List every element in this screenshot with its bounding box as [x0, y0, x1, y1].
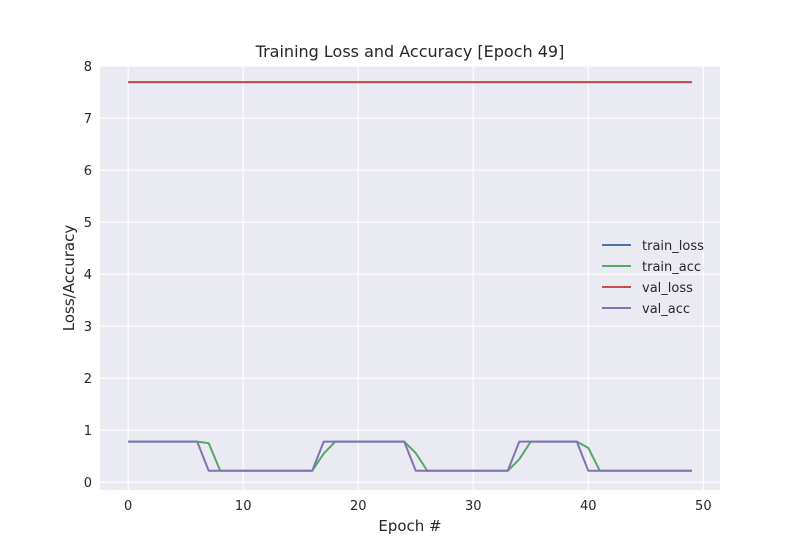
x-axis-label: Epoch # [378, 517, 441, 535]
y-tick-label: 8 [84, 60, 92, 75]
series-line-val-acc [128, 440, 692, 472]
x-tick-label: 50 [695, 499, 712, 514]
grid-lines [100, 65, 720, 490]
y-tick-label: 3 [84, 320, 92, 335]
y-tick-label: 5 [84, 216, 92, 231]
y-tick-label: 0 [84, 476, 92, 491]
plot-area [100, 66, 720, 490]
legend-label: train_loss [642, 239, 704, 254]
chart-title: Training Loss and Accuracy [Epoch 49] [255, 42, 565, 61]
y-tick-label: 1 [84, 424, 92, 439]
x-tick-label: 10 [235, 499, 252, 514]
y-tick-label: 6 [84, 164, 92, 179]
y-tick-label: 4 [84, 268, 92, 283]
x-tick-label: 20 [350, 499, 367, 514]
y-axis-label: Loss/Accuracy [60, 225, 78, 332]
legend-label: train_acc [642, 260, 701, 275]
x-tick-label: 0 [124, 499, 132, 514]
legend: train_loss train_acc val_loss val_acc [602, 239, 704, 317]
x-tick-label: 30 [465, 499, 482, 514]
x-tick-label: 40 [580, 499, 597, 514]
series-layer [128, 81, 692, 472]
legend-label: val_loss [642, 281, 693, 296]
y-tick-label: 7 [84, 112, 92, 127]
tick-labels: 0 10 20 30 40 50 0 1 2 3 4 5 6 7 8 [84, 60, 712, 514]
y-tick-label: 2 [84, 372, 92, 387]
legend-label: val_acc [642, 302, 690, 317]
